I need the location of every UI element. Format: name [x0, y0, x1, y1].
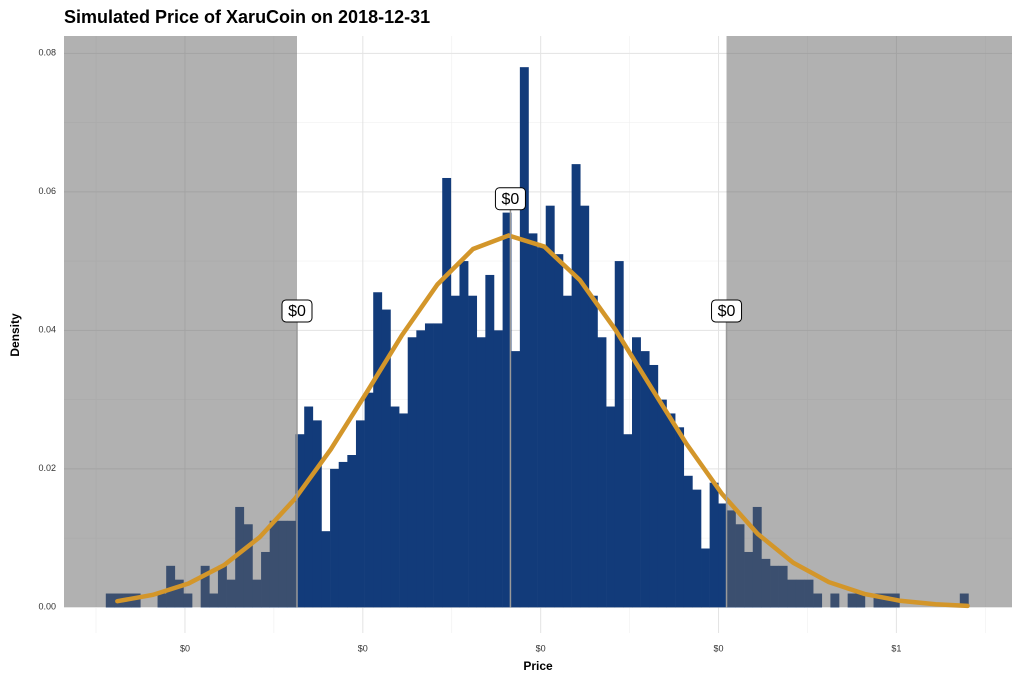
bar	[373, 292, 383, 608]
bar	[588, 295, 598, 608]
bar	[718, 503, 728, 608]
bar	[709, 482, 719, 608]
bar	[597, 337, 607, 608]
bar	[381, 309, 391, 608]
bar	[519, 67, 529, 608]
bar	[407, 337, 417, 608]
bar	[493, 330, 503, 608]
y-tick-label: 0.06	[38, 186, 56, 196]
bar	[666, 413, 676, 608]
shaded-region	[726, 36, 1012, 607]
annotation-box	[281, 299, 313, 323]
annotation-box	[711, 299, 743, 323]
annotation-label: $0	[718, 303, 736, 320]
density-curve	[115, 233, 970, 609]
shaded-region	[64, 36, 297, 607]
x-tick-label: $0	[714, 643, 724, 653]
annotation-label: $0	[288, 303, 306, 320]
bar	[312, 420, 322, 608]
x-tick-label: $0	[536, 643, 546, 653]
y-axis-label: Density	[8, 313, 22, 357]
bar	[623, 434, 633, 608]
bar	[537, 247, 547, 608]
x-tick-label: $0	[180, 643, 190, 653]
bar	[580, 205, 590, 608]
bar	[640, 351, 650, 608]
bar	[502, 212, 512, 608]
bar	[606, 406, 616, 608]
bar	[433, 323, 443, 608]
y-tick-label: 0.04	[38, 325, 56, 335]
bar	[330, 468, 340, 608]
bar	[399, 413, 409, 608]
bar	[675, 427, 685, 608]
bar	[683, 475, 693, 608]
bar	[554, 254, 564, 608]
bar	[347, 455, 357, 608]
annotation-label: $0	[502, 191, 520, 208]
bar	[416, 330, 426, 608]
y-tick-label: 0.02	[38, 463, 56, 473]
chart-title: Simulated Price of XaruCoin on 2018-12-3…	[64, 7, 430, 27]
y-tick-label: 0.08	[38, 48, 56, 58]
bar	[295, 434, 305, 608]
bar	[562, 295, 572, 608]
bar	[450, 295, 460, 608]
bar	[511, 351, 521, 608]
bar	[476, 337, 486, 608]
bar	[485, 274, 495, 608]
bar	[355, 420, 365, 608]
x-tick-label: $0	[358, 643, 368, 653]
x-tick-label: $1	[891, 643, 901, 653]
bar	[614, 261, 624, 608]
bar	[321, 531, 331, 608]
bar	[657, 399, 667, 608]
bar	[545, 205, 555, 608]
bar	[631, 337, 641, 608]
bar	[338, 461, 348, 608]
annotation-box	[494, 187, 526, 211]
bar	[304, 406, 314, 608]
bar	[442, 177, 452, 608]
bar	[364, 392, 374, 608]
bar	[424, 323, 434, 608]
bar	[390, 406, 400, 608]
bar	[571, 164, 581, 608]
bar	[649, 364, 659, 608]
bar	[692, 489, 702, 608]
x-axis-label: Price	[523, 659, 553, 673]
y-tick-label: 0.00	[38, 602, 56, 612]
bar	[459, 261, 469, 608]
bar	[468, 295, 478, 608]
bar	[528, 233, 538, 608]
bar	[701, 548, 710, 608]
